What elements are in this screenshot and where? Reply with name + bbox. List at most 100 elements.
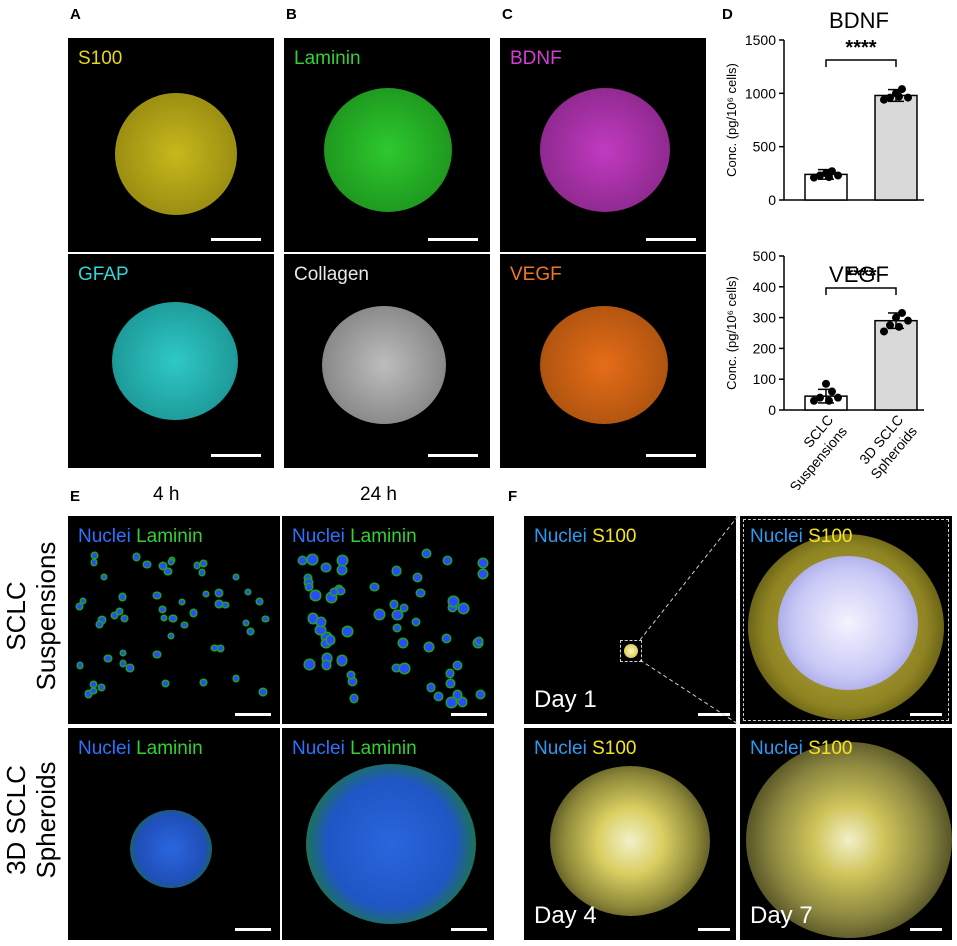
cell (154, 652, 160, 658)
cell (120, 661, 126, 666)
data-point (822, 379, 830, 388)
cell (203, 592, 208, 597)
scale-bar (211, 238, 261, 241)
cell (343, 626, 353, 636)
cell (337, 556, 347, 566)
chart-bdnf: BDNF Conc. (pg/10⁶ cells) 0 500 1000 1500 **** (724, 8, 924, 208)
day-label-7: Day 7 (750, 902, 813, 929)
stain-label: Nuclei S100 (750, 738, 853, 759)
cell (322, 563, 331, 572)
cell (413, 574, 421, 582)
cell (144, 561, 151, 568)
stain-label: Nuclei Laminin (78, 526, 203, 547)
cell (179, 599, 185, 604)
cell (400, 664, 409, 673)
cell (98, 616, 105, 623)
stain-label-collagen: Collagen (294, 264, 369, 285)
cell (322, 632, 331, 642)
chart-title: BDNF (829, 8, 889, 33)
cell (417, 590, 424, 597)
data-point (810, 396, 818, 405)
cell (413, 619, 420, 626)
cell (169, 634, 174, 639)
cell (443, 635, 451, 643)
data-point (886, 321, 894, 330)
cell (348, 671, 355, 678)
cell (182, 623, 187, 628)
cell (458, 698, 467, 706)
cell (259, 689, 266, 695)
cell (322, 639, 330, 648)
image-spheroid-24h: Nuclei Laminin (282, 728, 494, 940)
y-axis-label: Conc. (pg/10⁶ cells) (724, 63, 739, 177)
cell (337, 565, 346, 574)
spheroid-vegf (540, 306, 668, 424)
data-point (834, 171, 842, 180)
spheroid-gfap (112, 302, 238, 420)
cell (478, 569, 488, 578)
cell (194, 562, 200, 568)
cell (200, 570, 205, 575)
cell (200, 561, 206, 567)
scale-bar (451, 928, 487, 931)
cell (446, 669, 454, 677)
significance-bracket (825, 287, 897, 295)
spheroid-small (130, 810, 212, 888)
cell (375, 610, 385, 619)
row-label-spheroids: 3D SCLC Spheroids (1, 761, 61, 879)
cell (330, 588, 338, 596)
cell (350, 695, 358, 702)
spheroid-laminin (324, 88, 452, 212)
scale-bar (451, 713, 487, 716)
cell (122, 616, 128, 622)
cell (393, 624, 401, 632)
cell (459, 604, 469, 614)
cell (392, 664, 400, 672)
y-tick-label: 100 (753, 371, 777, 387)
scale-bar (910, 928, 942, 931)
image-s100-spheroid: S100 (68, 38, 274, 252)
cell (308, 614, 317, 623)
y-tick-label: 1500 (745, 32, 776, 48)
cell (159, 563, 166, 570)
stain-label: Nuclei S100 (750, 526, 853, 547)
stain-label: Nuclei Laminin (292, 738, 417, 759)
data-point (904, 93, 912, 102)
stain-label-vegf: VEGF (510, 264, 562, 285)
bar (874, 319, 918, 411)
stain-label-s100: S100 (78, 48, 123, 69)
cell (305, 660, 314, 669)
scale-bar (428, 238, 478, 241)
cell (243, 620, 249, 626)
cell (212, 645, 217, 651)
scale-bar (698, 928, 730, 931)
cell (443, 557, 451, 565)
stain-label-bdnf: BDNF (510, 48, 562, 69)
data-point (880, 95, 888, 104)
day-label-4: Day 4 (534, 902, 597, 929)
cell (119, 594, 126, 600)
cell (393, 610, 402, 620)
stain-label: Nuclei Laminin (78, 738, 203, 759)
significance-bracket (825, 59, 897, 67)
cell (91, 688, 96, 694)
cell (392, 566, 401, 575)
zoom-connector (640, 516, 739, 725)
stain-label: Nuclei Laminin (292, 526, 417, 547)
data-point (892, 313, 900, 322)
cell (233, 575, 238, 580)
cell (159, 606, 165, 612)
spheroid-large (306, 764, 476, 924)
spheroid-collagen (322, 306, 446, 424)
cell (317, 617, 326, 626)
cell (216, 590, 222, 596)
data-point (904, 316, 912, 325)
cell (246, 589, 251, 594)
cell (475, 638, 482, 645)
data-point (828, 387, 836, 396)
image-vegf-spheroid: VEGF (500, 254, 706, 468)
cell (337, 656, 347, 665)
cell (308, 555, 317, 564)
chart-vegf: VEGF Conc. (pg/10⁶ cells) 0 100 200 300 400 500… (724, 248, 924, 490)
